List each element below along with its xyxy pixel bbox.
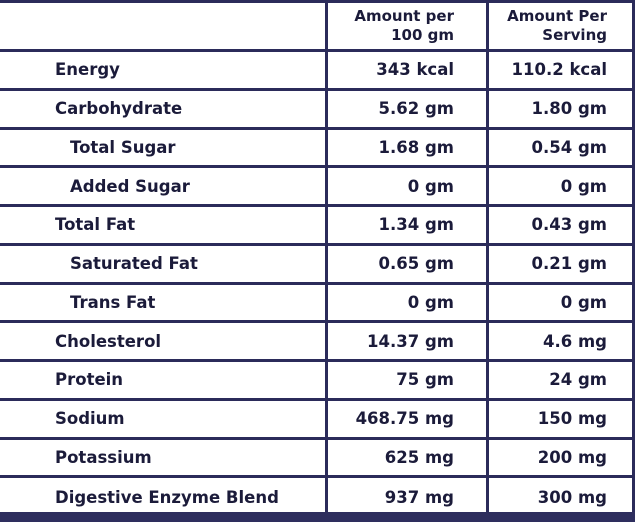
nutrient-name: Added Sugar <box>70 176 190 196</box>
amount-per-serving: 0.54 gm <box>531 137 607 157</box>
table-row: Potassium 625 mg 200 mg <box>0 440 635 479</box>
table-row: Total Fat 1.34 gm 0.43 gm <box>0 207 635 246</box>
header-amount-per-100gm: Amount per 100 gm <box>354 7 454 44</box>
amount-per-serving: 4.6 mg <box>543 331 607 351</box>
table-row: Carbohydrate 5.62 gm 1.80 gm <box>0 91 635 130</box>
amount-per-100gm: 0.65 gm <box>378 254 454 274</box>
amount-per-serving: 110.2 kcal <box>511 60 607 80</box>
amount-per-serving: 0 gm <box>560 176 607 196</box>
amount-per-100gm: 1.34 gm <box>378 215 454 235</box>
header-amount-per-serving: Amount Per Serving <box>507 7 607 44</box>
nutrient-name: Total Fat <box>55 215 136 235</box>
amount-per-100gm: 0 gm <box>407 176 454 196</box>
table-row: Cholesterol 14.37 gm 4.6 mg <box>0 323 635 362</box>
amount-per-100gm: 75 gm <box>396 370 454 390</box>
amount-per-100gm: 468.75 mg <box>355 409 454 429</box>
amount-per-100gm: 1.68 gm <box>378 137 454 157</box>
column-divider <box>325 0 328 512</box>
nutrient-name: Saturated Fat <box>70 254 198 274</box>
nutrient-name: Cholesterol <box>55 331 162 351</box>
table-row: Protein 75 gm 24 gm <box>0 362 635 401</box>
amount-per-100gm: 625 mg <box>384 447 454 467</box>
amount-per-100gm: 14.37 gm <box>367 331 454 351</box>
amount-per-serving: 0.43 gm <box>531 215 607 235</box>
table-body: Energy 343 kcal 110.2 kcal Carbohydrate 5.62… <box>0 52 635 517</box>
amount-per-100gm: 343 kcal <box>376 60 454 80</box>
amount-per-serving: 150 mg <box>537 409 607 429</box>
nutrient-name: Protein <box>55 370 124 390</box>
amount-per-serving: 24 gm <box>549 370 607 390</box>
amount-per-100gm: 937 mg <box>384 488 454 508</box>
table-row: Trans Fat 0 gm 0 gm <box>0 285 635 324</box>
table-row: Total Sugar 1.68 gm 0.54 gm <box>0 130 635 169</box>
table-row: Energy 343 kcal 110.2 kcal <box>0 52 635 91</box>
amount-per-serving: 200 mg <box>537 447 607 467</box>
amount-per-serving: 300 mg <box>537 488 607 508</box>
table-row: Sodium 468.75 mg 150 mg <box>0 401 635 440</box>
nutrient-name: Digestive Enzyme Blend <box>55 488 279 508</box>
footer-band <box>0 512 635 522</box>
table-row: Added Sugar 0 gm 0 gm <box>0 168 635 207</box>
table-row: Saturated Fat 0.65 gm 0.21 gm <box>0 246 635 285</box>
amount-per-100gm: 5.62 gm <box>378 99 454 119</box>
column-divider <box>486 0 489 512</box>
amount-per-serving: 0 gm <box>560 292 607 312</box>
amount-per-serving: 1.80 gm <box>531 99 607 119</box>
nutrient-name: Carbohydrate <box>55 99 183 119</box>
nutrient-name: Total Sugar <box>70 137 176 157</box>
amount-per-serving: 0.21 gm <box>531 254 607 274</box>
nutrient-name: Trans Fat <box>70 292 156 312</box>
nutrient-name: Energy <box>55 60 120 80</box>
amount-per-100gm: 0 gm <box>407 292 454 312</box>
nutrient-name: Sodium <box>55 409 125 429</box>
table-header: Amount per 100 gm Amount Per Serving <box>0 0 635 52</box>
table-row: Digestive Enzyme Blend 937 mg 300 mg <box>0 478 635 517</box>
nutrient-name: Potassium <box>55 447 152 467</box>
